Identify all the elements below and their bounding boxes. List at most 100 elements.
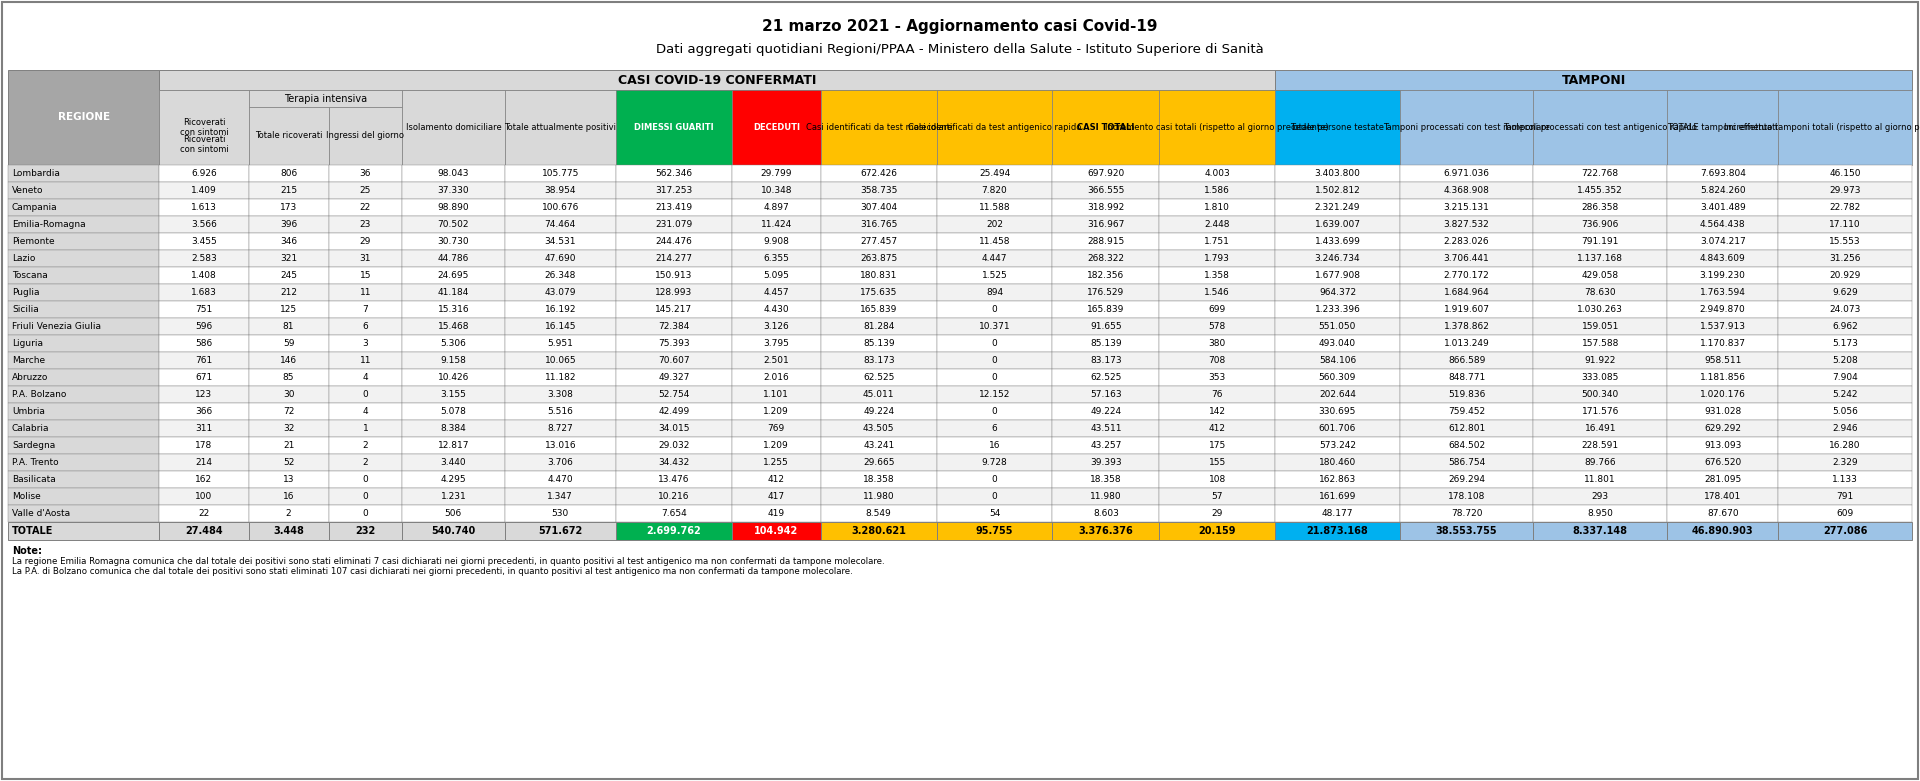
Bar bbox=[1275, 437, 1400, 454]
Text: 417: 417 bbox=[768, 492, 785, 501]
Bar bbox=[8, 335, 159, 352]
Text: 15: 15 bbox=[359, 271, 371, 280]
Text: 6.971.036: 6.971.036 bbox=[1444, 169, 1490, 178]
Text: TOTALE tamponi effettuati: TOTALE tamponi effettuati bbox=[1667, 123, 1778, 132]
Bar bbox=[1534, 386, 1667, 403]
Bar bbox=[505, 199, 616, 216]
Text: 1.525: 1.525 bbox=[981, 271, 1008, 280]
Text: 10.371: 10.371 bbox=[979, 322, 1010, 331]
Bar bbox=[822, 403, 937, 420]
Bar bbox=[505, 301, 616, 318]
Bar bbox=[1534, 199, 1667, 216]
Bar bbox=[8, 250, 159, 267]
Bar bbox=[1052, 182, 1160, 199]
Text: 1.255: 1.255 bbox=[764, 458, 789, 467]
Text: 1.209: 1.209 bbox=[764, 407, 789, 416]
Text: Valle d'Aosta: Valle d'Aosta bbox=[12, 509, 71, 518]
Bar bbox=[616, 165, 732, 182]
Bar bbox=[401, 471, 505, 488]
Bar bbox=[8, 488, 159, 505]
Text: 316.967: 316.967 bbox=[1087, 220, 1125, 229]
Text: TAMPONI: TAMPONI bbox=[1561, 73, 1626, 87]
Text: 16.145: 16.145 bbox=[545, 322, 576, 331]
Bar bbox=[1052, 301, 1160, 318]
Text: 321: 321 bbox=[280, 254, 298, 263]
Text: Campania: Campania bbox=[12, 203, 58, 212]
Text: Sardegna: Sardegna bbox=[12, 441, 56, 450]
Text: 31: 31 bbox=[359, 254, 371, 263]
Bar bbox=[401, 267, 505, 284]
Text: 1.639.007: 1.639.007 bbox=[1315, 220, 1361, 229]
Text: 281.095: 281.095 bbox=[1705, 475, 1741, 484]
Bar bbox=[616, 454, 732, 471]
Text: 16.280: 16.280 bbox=[1830, 441, 1860, 450]
Text: DIMESSI GUARITI: DIMESSI GUARITI bbox=[634, 123, 714, 132]
Bar bbox=[1778, 386, 1912, 403]
Bar bbox=[616, 90, 732, 165]
Bar bbox=[248, 352, 328, 369]
Text: 2.770.172: 2.770.172 bbox=[1444, 271, 1490, 280]
Bar bbox=[1400, 505, 1534, 522]
Bar bbox=[822, 352, 937, 369]
Bar bbox=[1275, 386, 1400, 403]
Bar bbox=[401, 454, 505, 471]
Text: 769: 769 bbox=[768, 424, 785, 433]
Text: 3.308: 3.308 bbox=[547, 390, 574, 399]
Bar bbox=[1052, 454, 1160, 471]
Bar bbox=[732, 267, 822, 284]
Text: 4.843.609: 4.843.609 bbox=[1699, 254, 1745, 263]
Text: 62.525: 62.525 bbox=[1091, 373, 1121, 382]
Bar bbox=[8, 216, 159, 233]
Bar bbox=[248, 107, 328, 165]
Text: 1.586: 1.586 bbox=[1204, 186, 1231, 195]
Text: 1.209: 1.209 bbox=[764, 441, 789, 450]
Text: 3.827.532: 3.827.532 bbox=[1444, 220, 1490, 229]
Bar bbox=[1160, 437, 1275, 454]
Text: 9.908: 9.908 bbox=[764, 237, 789, 246]
Text: 171.576: 171.576 bbox=[1582, 407, 1619, 416]
Bar bbox=[937, 335, 1052, 352]
Text: 70.502: 70.502 bbox=[438, 220, 468, 229]
Text: 609: 609 bbox=[1837, 509, 1855, 518]
Text: 91.922: 91.922 bbox=[1584, 356, 1617, 365]
Bar bbox=[328, 488, 401, 505]
Bar bbox=[1534, 318, 1667, 335]
Text: 2.946: 2.946 bbox=[1832, 424, 1859, 433]
Text: 22.782: 22.782 bbox=[1830, 203, 1860, 212]
Bar bbox=[1778, 505, 1912, 522]
Bar bbox=[1052, 437, 1160, 454]
Bar bbox=[8, 454, 159, 471]
Text: 43.505: 43.505 bbox=[862, 424, 895, 433]
Text: 46.150: 46.150 bbox=[1830, 169, 1860, 178]
Bar bbox=[1052, 471, 1160, 488]
Text: TOTALE: TOTALE bbox=[12, 526, 54, 536]
Bar bbox=[159, 216, 248, 233]
Text: 83.173: 83.173 bbox=[1091, 356, 1121, 365]
Text: CASI TOTALI: CASI TOTALI bbox=[1077, 123, 1135, 132]
Text: 697.920: 697.920 bbox=[1087, 169, 1125, 178]
Bar bbox=[1275, 522, 1400, 540]
Text: 43.257: 43.257 bbox=[1091, 441, 1121, 450]
Bar bbox=[505, 216, 616, 233]
Bar bbox=[1534, 454, 1667, 471]
Text: 2.583: 2.583 bbox=[192, 254, 217, 263]
Bar bbox=[8, 267, 159, 284]
Bar bbox=[159, 267, 248, 284]
Bar bbox=[401, 250, 505, 267]
Text: La P.A. di Bolzano comunica che dal totale dei positivi sono stati eliminati 107: La P.A. di Bolzano comunica che dal tota… bbox=[12, 567, 852, 576]
Bar bbox=[1160, 505, 1275, 522]
Bar bbox=[1400, 250, 1534, 267]
Bar bbox=[1534, 488, 1667, 505]
Text: 104.942: 104.942 bbox=[755, 526, 799, 536]
Text: 9.629: 9.629 bbox=[1832, 288, 1859, 297]
Text: 16: 16 bbox=[989, 441, 1000, 450]
Bar bbox=[248, 165, 328, 182]
Text: Incremento tamponi totali (rispetto al giorno precedente): Incremento tamponi totali (rispetto al g… bbox=[1724, 123, 1920, 132]
Bar bbox=[8, 301, 159, 318]
Bar bbox=[1667, 437, 1778, 454]
Bar bbox=[1534, 437, 1667, 454]
Bar bbox=[732, 165, 822, 182]
Text: 2.016: 2.016 bbox=[764, 373, 789, 382]
Text: 1.677.908: 1.677.908 bbox=[1315, 271, 1361, 280]
Bar bbox=[1160, 267, 1275, 284]
